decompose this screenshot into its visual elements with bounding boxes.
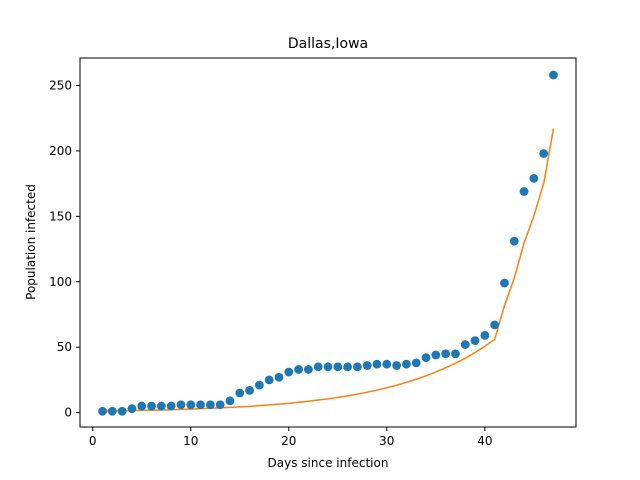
data-point (460, 340, 470, 349)
fit-line (102, 128, 555, 412)
data-point (186, 400, 196, 410)
data-point (294, 365, 303, 374)
data-point (264, 375, 274, 385)
data-point (372, 359, 382, 369)
data-point (98, 406, 107, 416)
data-point (127, 404, 137, 414)
y-tick-label: 0 (64, 406, 72, 420)
data-point (411, 358, 421, 368)
data-point (274, 372, 284, 382)
data-point (196, 400, 205, 410)
x-tick-label: 30 (379, 434, 394, 448)
axes: 0 10 20 30 40 0 50 100 150 200 250 (49, 57, 577, 448)
data-point (451, 349, 460, 359)
data-point (519, 187, 529, 196)
data-point (500, 278, 509, 288)
data-point (431, 350, 441, 360)
data-point (137, 401, 147, 411)
x-tick-label: 10 (183, 434, 198, 448)
x-tick-label: 0 (89, 434, 97, 448)
data-point (343, 362, 353, 372)
y-tick-label: 200 (49, 144, 72, 158)
y-tick-label: 100 (49, 275, 72, 289)
data-point (117, 406, 127, 416)
data-point (392, 361, 402, 370)
data-point (362, 361, 372, 370)
data-point (323, 362, 333, 372)
data-point (303, 365, 313, 374)
data-point (490, 320, 500, 330)
data-point (402, 359, 411, 369)
x-tick-label: 40 (477, 434, 492, 448)
data-point (470, 336, 480, 346)
data-point (254, 380, 264, 390)
data-point (284, 367, 294, 377)
data-point (539, 149, 549, 158)
data-point (176, 400, 186, 410)
axes-frame (79, 57, 577, 428)
x-tick-label: 20 (281, 434, 296, 448)
data-point (107, 406, 117, 416)
data-point (245, 385, 254, 395)
data-point (215, 400, 225, 410)
data-point (353, 362, 362, 372)
data-point (421, 353, 431, 363)
data-point (156, 401, 166, 411)
data-point (549, 70, 558, 80)
data-point (313, 362, 323, 372)
data-point (235, 388, 245, 398)
data-point (480, 331, 490, 340)
data-point (147, 401, 156, 411)
data-point (382, 359, 392, 369)
y-tick-label: 250 (49, 78, 72, 92)
data-point (441, 349, 451, 359)
data-point (225, 396, 235, 406)
y-axis-label: Population infected (24, 184, 38, 300)
plot-area (98, 70, 558, 416)
data-point (333, 362, 343, 372)
data-point (205, 400, 215, 410)
data-point (509, 236, 519, 246)
data-point (529, 173, 539, 183)
y-tick-label: 150 (49, 209, 72, 223)
data-point (166, 401, 176, 411)
x-axis-label: Days since infection (268, 456, 389, 470)
y-tick-label: 50 (57, 340, 72, 354)
chart-title: Dallas,Iowa (288, 36, 368, 52)
